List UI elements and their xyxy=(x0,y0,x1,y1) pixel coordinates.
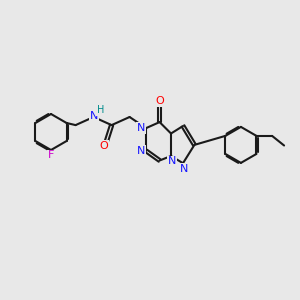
Text: N: N xyxy=(180,164,188,174)
Text: N: N xyxy=(136,146,145,156)
Text: H: H xyxy=(97,105,104,116)
Text: O: O xyxy=(99,140,108,151)
Text: F: F xyxy=(48,150,54,161)
Text: N: N xyxy=(89,111,98,122)
Text: N: N xyxy=(168,156,176,167)
Text: N: N xyxy=(136,123,145,133)
Text: O: O xyxy=(155,96,164,106)
